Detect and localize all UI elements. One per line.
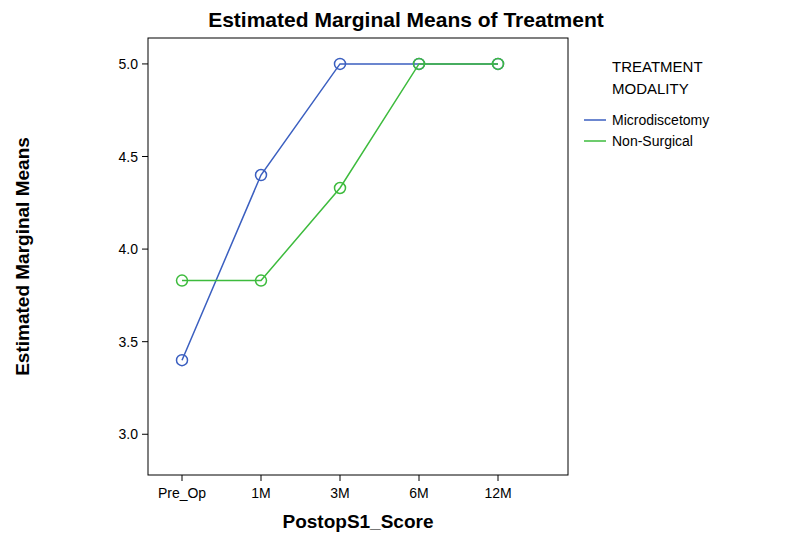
marker [177,275,188,286]
chart: Estimated Marginal Means of Treatment 3.0… [0,0,808,545]
y-axis-label: Estimated Marginal Means [12,137,33,376]
x-tick [419,475,420,481]
y-tick-label: 5.0 [119,56,139,72]
marker [335,58,346,69]
legend-label: Microdiscetomy [612,112,709,128]
marker [177,355,188,366]
x-tick [182,475,183,481]
background [0,0,808,545]
legend-title: TREATMENT MODALITY [612,58,703,97]
x-tick [340,475,341,481]
plot-frame [148,38,568,475]
y-tick [142,434,148,435]
series-line [182,64,498,281]
marker [493,58,504,69]
y-tick-label: 4.0 [119,241,139,257]
legend-swatch [584,140,606,142]
series-line [182,64,498,360]
y-tick-label: 4.5 [119,149,139,165]
y-tick [142,63,148,64]
y-tick [142,156,148,157]
title: Estimated Marginal Means of Treatment [208,8,604,31]
marker [256,170,267,181]
y-tick-label: 3.5 [119,334,139,350]
x-axis-label: PostopS1_Score [283,511,434,532]
x-tick-label: Pre_Op [158,485,206,501]
legend-title-line: TREATMENT [612,58,703,75]
x-tick [261,475,262,481]
legend-label: Non-Surgical [612,133,693,149]
legend-title-line: MODALITY [612,80,689,97]
x-tick-label: 6M [409,485,428,501]
marker [414,58,425,69]
x-tick-label: 3M [330,485,349,501]
x-tick-label: 12M [484,485,511,501]
x-tick [498,475,499,481]
x-tick-label: 1M [251,485,270,501]
y-tick-label: 3.0 [119,426,139,442]
data-group [177,58,504,365]
marker [256,275,267,286]
y-tick [142,249,148,250]
marker [335,182,346,193]
y-tick [142,341,148,342]
legend-swatch [584,119,606,121]
